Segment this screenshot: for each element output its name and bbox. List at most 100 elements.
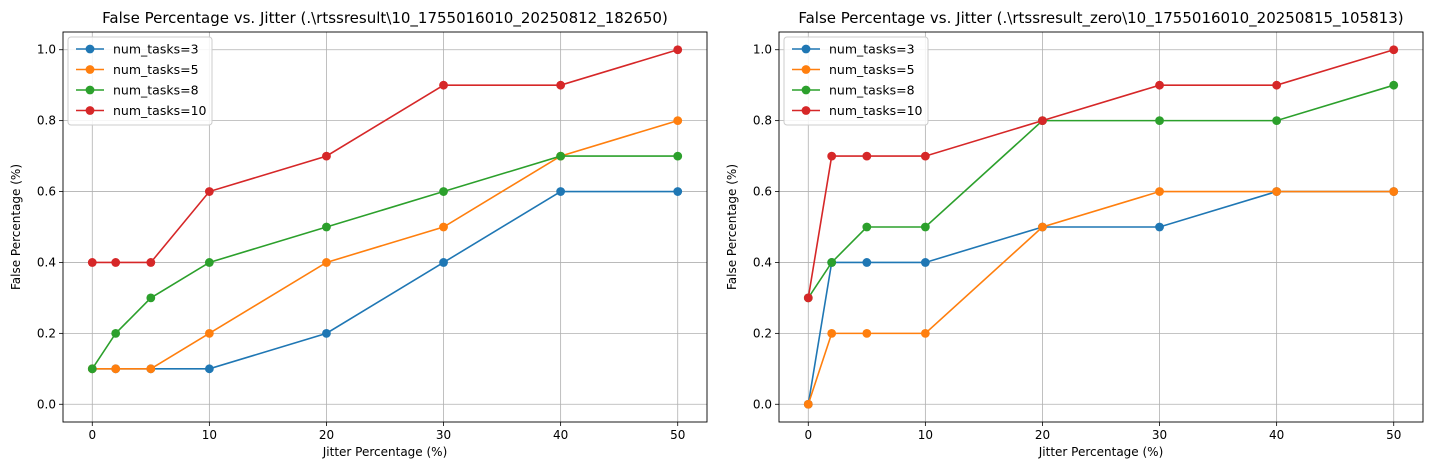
- data-point: [1389, 187, 1399, 196]
- data-point: [439, 187, 448, 196]
- x-tick-label: 50: [670, 428, 685, 442]
- chart-right: False Percentage vs. Jitter (.\rtssresul…: [725, 9, 1424, 459]
- series-line-1: [92, 119, 678, 370]
- data-point: [1272, 187, 1282, 196]
- data-point: [439, 80, 448, 90]
- y-axis-label: False Percentage (%): [725, 164, 739, 290]
- data-point: [1272, 116, 1282, 126]
- data-point: [920, 151, 930, 161]
- data-point: [146, 258, 156, 267]
- data-point: [322, 328, 331, 338]
- legend-marker: [85, 85, 95, 95]
- series-line-3: [807, 48, 1394, 299]
- legend-label: num_tasks=10: [829, 103, 923, 118]
- y-tick-label: 1.0: [37, 43, 56, 57]
- data-point: [1389, 80, 1399, 90]
- legend-label: num_tasks=10: [113, 103, 207, 118]
- x-tick-label: 10: [202, 428, 217, 442]
- data-point: [673, 187, 683, 196]
- data-point: [204, 258, 214, 267]
- x-tick-label: 0: [88, 428, 96, 442]
- data-point: [803, 293, 813, 303]
- data-point: [111, 364, 121, 374]
- chart-left: False Percentage vs. Jitter (.\rtssresul…: [9, 9, 708, 459]
- y-tick-label: 0.2: [37, 326, 56, 340]
- data-point: [673, 45, 683, 55]
- axes-frame: [62, 31, 708, 423]
- data-point: [439, 222, 448, 232]
- y-tick-label: 1.0: [753, 43, 772, 57]
- legend-label: num_tasks=3: [829, 42, 915, 57]
- data-point: [322, 222, 331, 232]
- legend-label: num_tasks=8: [113, 83, 199, 98]
- data-point: [1155, 187, 1164, 196]
- data-point: [87, 364, 97, 374]
- data-point: [673, 116, 683, 126]
- y-tick-label: 0.2: [753, 326, 772, 340]
- axes-frame: [778, 31, 1424, 423]
- legend-box: [783, 36, 929, 126]
- legend-marker: [801, 65, 811, 74]
- data-point: [146, 293, 156, 303]
- data-point: [920, 258, 930, 267]
- data-point: [146, 364, 156, 374]
- data-point: [1155, 222, 1164, 232]
- data-point: [556, 80, 566, 90]
- x-axis-label: Jitter Percentage (%): [1038, 445, 1164, 459]
- x-tick-label: 50: [1386, 428, 1401, 442]
- data-point: [204, 328, 214, 338]
- data-point: [439, 258, 448, 267]
- legend-box: [67, 36, 213, 126]
- x-tick-label: 30: [436, 428, 451, 442]
- data-point: [827, 328, 837, 338]
- series-line-0: [807, 190, 1394, 405]
- chart-title: False Percentage vs. Jitter (.\rtssresul…: [102, 9, 668, 28]
- legend-label: num_tasks=5: [113, 62, 199, 77]
- x-tick-label: 30: [1152, 428, 1167, 442]
- data-point: [204, 187, 214, 196]
- data-point: [862, 328, 872, 338]
- legend-marker: [85, 65, 95, 74]
- data-point: [862, 222, 872, 232]
- legend-label: num_tasks=5: [829, 62, 915, 77]
- x-tick-label: 0: [804, 428, 812, 442]
- legend-marker: [801, 44, 811, 54]
- x-tick-label: 40: [553, 428, 568, 442]
- y-tick-label: 0.0: [753, 397, 772, 411]
- series-line-2: [807, 84, 1394, 299]
- y-tick-label: 0.0: [37, 397, 56, 411]
- legend-marker: [85, 44, 95, 54]
- legend-marker: [85, 106, 95, 115]
- data-point: [204, 364, 214, 374]
- series-line-1: [807, 190, 1394, 405]
- legend-marker: [801, 106, 811, 115]
- data-point: [556, 187, 566, 196]
- data-point: [920, 222, 930, 232]
- y-tick-label: 0.4: [753, 255, 772, 269]
- x-tick-label: 20: [1035, 428, 1050, 442]
- x-tick-label: 20: [319, 428, 334, 442]
- legend-label: num_tasks=8: [829, 83, 915, 98]
- data-point: [556, 151, 566, 161]
- data-point: [1038, 116, 1047, 126]
- data-point: [1038, 222, 1047, 232]
- data-point: [673, 151, 683, 161]
- chart-title: False Percentage vs. Jitter (.\rtssresul…: [798, 9, 1403, 28]
- data-point: [87, 258, 97, 267]
- x-tick-label: 10: [918, 428, 933, 442]
- data-point: [862, 151, 872, 161]
- data-point: [1155, 116, 1164, 126]
- legend-label: num_tasks=3: [113, 42, 199, 57]
- y-tick-label: 0.4: [37, 255, 56, 269]
- data-point: [827, 151, 837, 161]
- y-tick-label: 0.6: [753, 185, 772, 199]
- data-point: [827, 258, 837, 267]
- data-point: [920, 328, 930, 338]
- data-point: [322, 151, 331, 161]
- y-axis-label: False Percentage (%): [9, 164, 23, 290]
- series-line-2: [91, 155, 678, 370]
- data-point: [1155, 80, 1164, 90]
- data-point: [803, 399, 813, 409]
- data-point: [111, 258, 121, 267]
